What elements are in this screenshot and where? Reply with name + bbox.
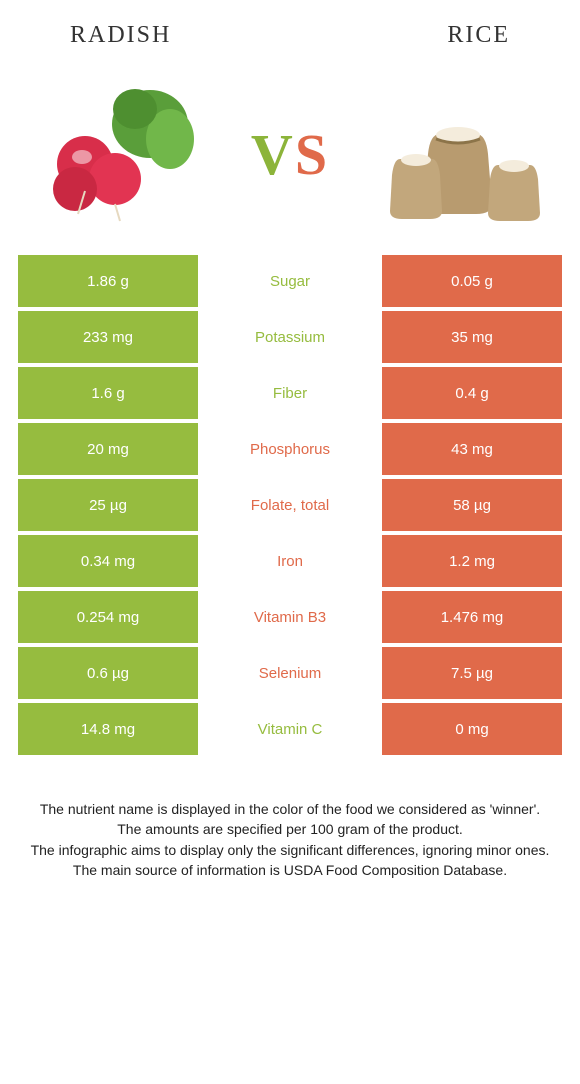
right-value: 58 µg xyxy=(382,479,562,531)
footer-line: The amounts are specified per 100 gram o… xyxy=(14,819,566,839)
left-value: 1.6 g xyxy=(18,367,198,419)
vs-s: S xyxy=(295,122,329,187)
right-value: 35 mg xyxy=(382,311,562,363)
radish-image xyxy=(30,79,200,229)
nutrient-label: Potassium xyxy=(198,311,382,363)
nutrient-label: Fiber xyxy=(198,367,382,419)
table-row: 233 mgPotassium35 mg xyxy=(18,311,562,363)
left-value: 1.86 g xyxy=(18,255,198,307)
left-value: 20 mg xyxy=(18,423,198,475)
footer-line: The infographic aims to display only the… xyxy=(14,840,566,860)
left-value: 0.6 µg xyxy=(18,647,198,699)
table-row: 0.6 µgSelenium7.5 µg xyxy=(18,647,562,699)
nutrient-label: Folate, total xyxy=(198,479,382,531)
nutrient-table: 1.86 gSugar0.05 g233 mgPotassium35 mg1.6… xyxy=(0,255,580,755)
table-row: 1.6 gFiber0.4 g xyxy=(18,367,562,419)
nutrient-label: Selenium xyxy=(198,647,382,699)
nutrient-label: Phosphorus xyxy=(198,423,382,475)
table-row: 20 mgPhosphorus43 mg xyxy=(18,423,562,475)
footer-line: The nutrient name is displayed in the co… xyxy=(14,799,566,819)
right-value: 0.05 g xyxy=(382,255,562,307)
right-value: 0 mg xyxy=(382,703,562,755)
right-food-title: RICE xyxy=(447,22,510,49)
right-value: 1.476 mg xyxy=(382,591,562,643)
left-value: 233 mg xyxy=(18,311,198,363)
vs-label: VS xyxy=(251,121,329,188)
left-value: 0.254 mg xyxy=(18,591,198,643)
right-value: 43 mg xyxy=(382,423,562,475)
left-value: 25 µg xyxy=(18,479,198,531)
images-row: VS xyxy=(0,49,580,255)
table-row: 0.254 mgVitamin B31.476 mg xyxy=(18,591,562,643)
nutrient-label: Vitamin B3 xyxy=(198,591,382,643)
header: RADISH RICE xyxy=(0,0,580,49)
footer-notes: The nutrient name is displayed in the co… xyxy=(0,759,580,880)
right-value: 0.4 g xyxy=(382,367,562,419)
vs-v: V xyxy=(251,122,295,187)
right-value: 1.2 mg xyxy=(382,535,562,587)
footer-line: The main source of information is USDA F… xyxy=(14,860,566,880)
nutrient-label: Vitamin C xyxy=(198,703,382,755)
right-value: 7.5 µg xyxy=(382,647,562,699)
table-row: 1.86 gSugar0.05 g xyxy=(18,255,562,307)
table-row: 0.34 mgIron1.2 mg xyxy=(18,535,562,587)
nutrient-label: Iron xyxy=(198,535,382,587)
nutrient-label: Sugar xyxy=(198,255,382,307)
table-row: 25 µgFolate, total58 µg xyxy=(18,479,562,531)
left-food-title: RADISH xyxy=(70,22,171,49)
left-value: 14.8 mg xyxy=(18,703,198,755)
table-row: 14.8 mgVitamin C0 mg xyxy=(18,703,562,755)
rice-image xyxy=(380,79,550,229)
left-value: 0.34 mg xyxy=(18,535,198,587)
